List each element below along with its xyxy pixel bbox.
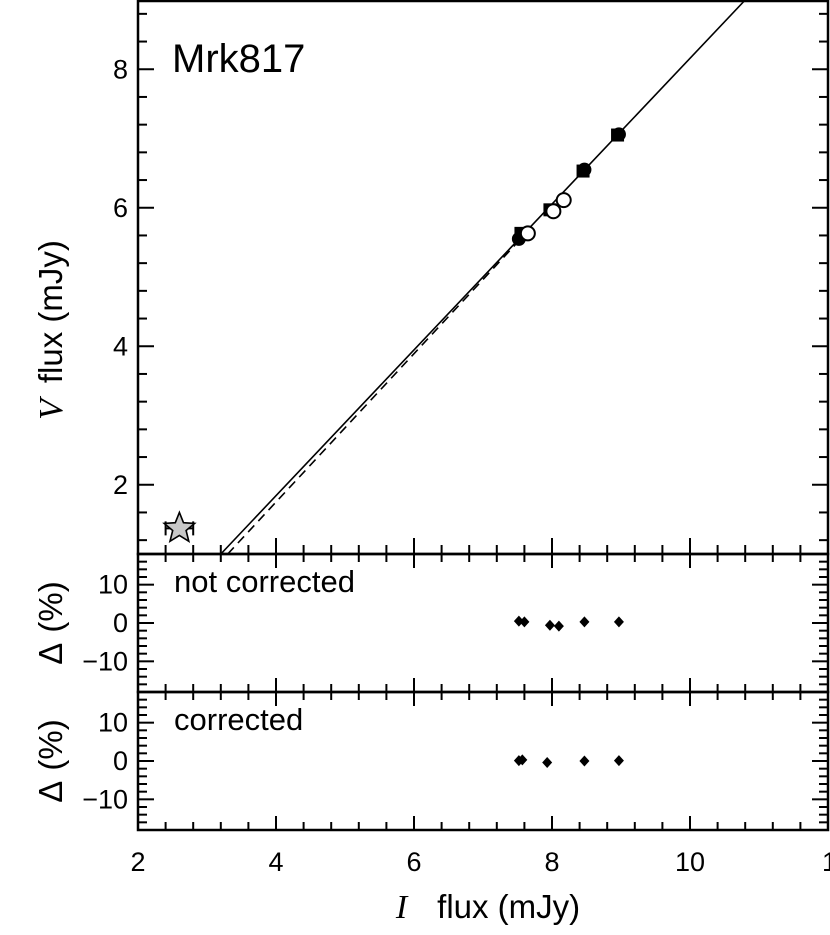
residual-y-axis-label: (%): [32, 719, 69, 770]
data-point-open-circle: [519, 225, 536, 242]
host-galaxy-star: [162, 510, 197, 544]
residual-y-tick-label: 0: [113, 608, 128, 638]
x-tick-label: 4: [268, 847, 283, 877]
residual-point: [579, 616, 590, 628]
residual-panel-not-corrected: 10 0 −10 not corrected Δ (%): [32, 552, 830, 694]
fit-line-solid: [220, 0, 746, 554]
data-point-open-circle: [545, 203, 562, 220]
residual-point: [542, 757, 553, 769]
y-tick-label: 8: [113, 54, 128, 84]
residual-panel-label: corrected: [174, 702, 303, 737]
residual-y-axis-variable: Δ: [32, 781, 69, 803]
residual-point: [544, 619, 555, 631]
residual-point: [613, 755, 624, 767]
data-point-filled-square: [611, 128, 625, 142]
residual-y-tick-label: 0: [113, 746, 128, 776]
residual-y-tick-label: 10: [98, 708, 128, 738]
residual-point: [579, 755, 590, 767]
residual-point: [519, 616, 530, 628]
data-point-open-circle: [555, 192, 572, 209]
residual-y-axis-title: Δ (%): [32, 581, 69, 664]
y-tick-label: 6: [113, 193, 128, 223]
residual-y-tick-label: 10: [98, 570, 128, 600]
fit-line-dashed: [227, 241, 519, 554]
residual-panel-label: not corrected: [174, 564, 355, 599]
residual-y-tick-label: −10: [82, 646, 128, 676]
y-axis-label: flux (mJy): [32, 240, 69, 383]
main-plot-area: [162, 0, 746, 554]
residual-y-axis-variable: Δ: [32, 643, 69, 665]
x-axis: 2 4 6 8 10 1 I flux (mJy): [130, 847, 830, 926]
residual-point: [613, 616, 624, 628]
main-panel: 2 4 6 8 Mrk817 Vflux (mJy): [32, 0, 830, 556]
object-label: Mrk817: [172, 37, 305, 81]
residual-panel-corrected: 10 0 −10 corrected Δ (%): [32, 690, 830, 832]
x-tick-label: 1: [822, 847, 830, 877]
residual-point: [517, 754, 528, 766]
x-tick-label: 8: [544, 847, 559, 877]
x-tick-label: 10: [675, 847, 705, 877]
x-tick-label: 6: [406, 847, 421, 877]
y-axis-variable: V: [33, 395, 70, 420]
residual-y-axis-title: Δ (%): [32, 719, 69, 802]
x-axis-variable: I: [395, 889, 409, 926]
residual-y-tick-label: −10: [82, 784, 128, 814]
residual-point: [553, 620, 564, 632]
residual-y-axis-label: (%): [32, 581, 69, 632]
y-tick-label: 4: [113, 331, 128, 361]
data-point-filled-square: [576, 164, 590, 178]
y-axis-title: Vflux (mJy): [32, 240, 70, 420]
x-tick-label: 2: [130, 847, 145, 877]
x-axis-label: flux (mJy): [437, 888, 580, 925]
y-tick-label: 2: [113, 470, 128, 500]
